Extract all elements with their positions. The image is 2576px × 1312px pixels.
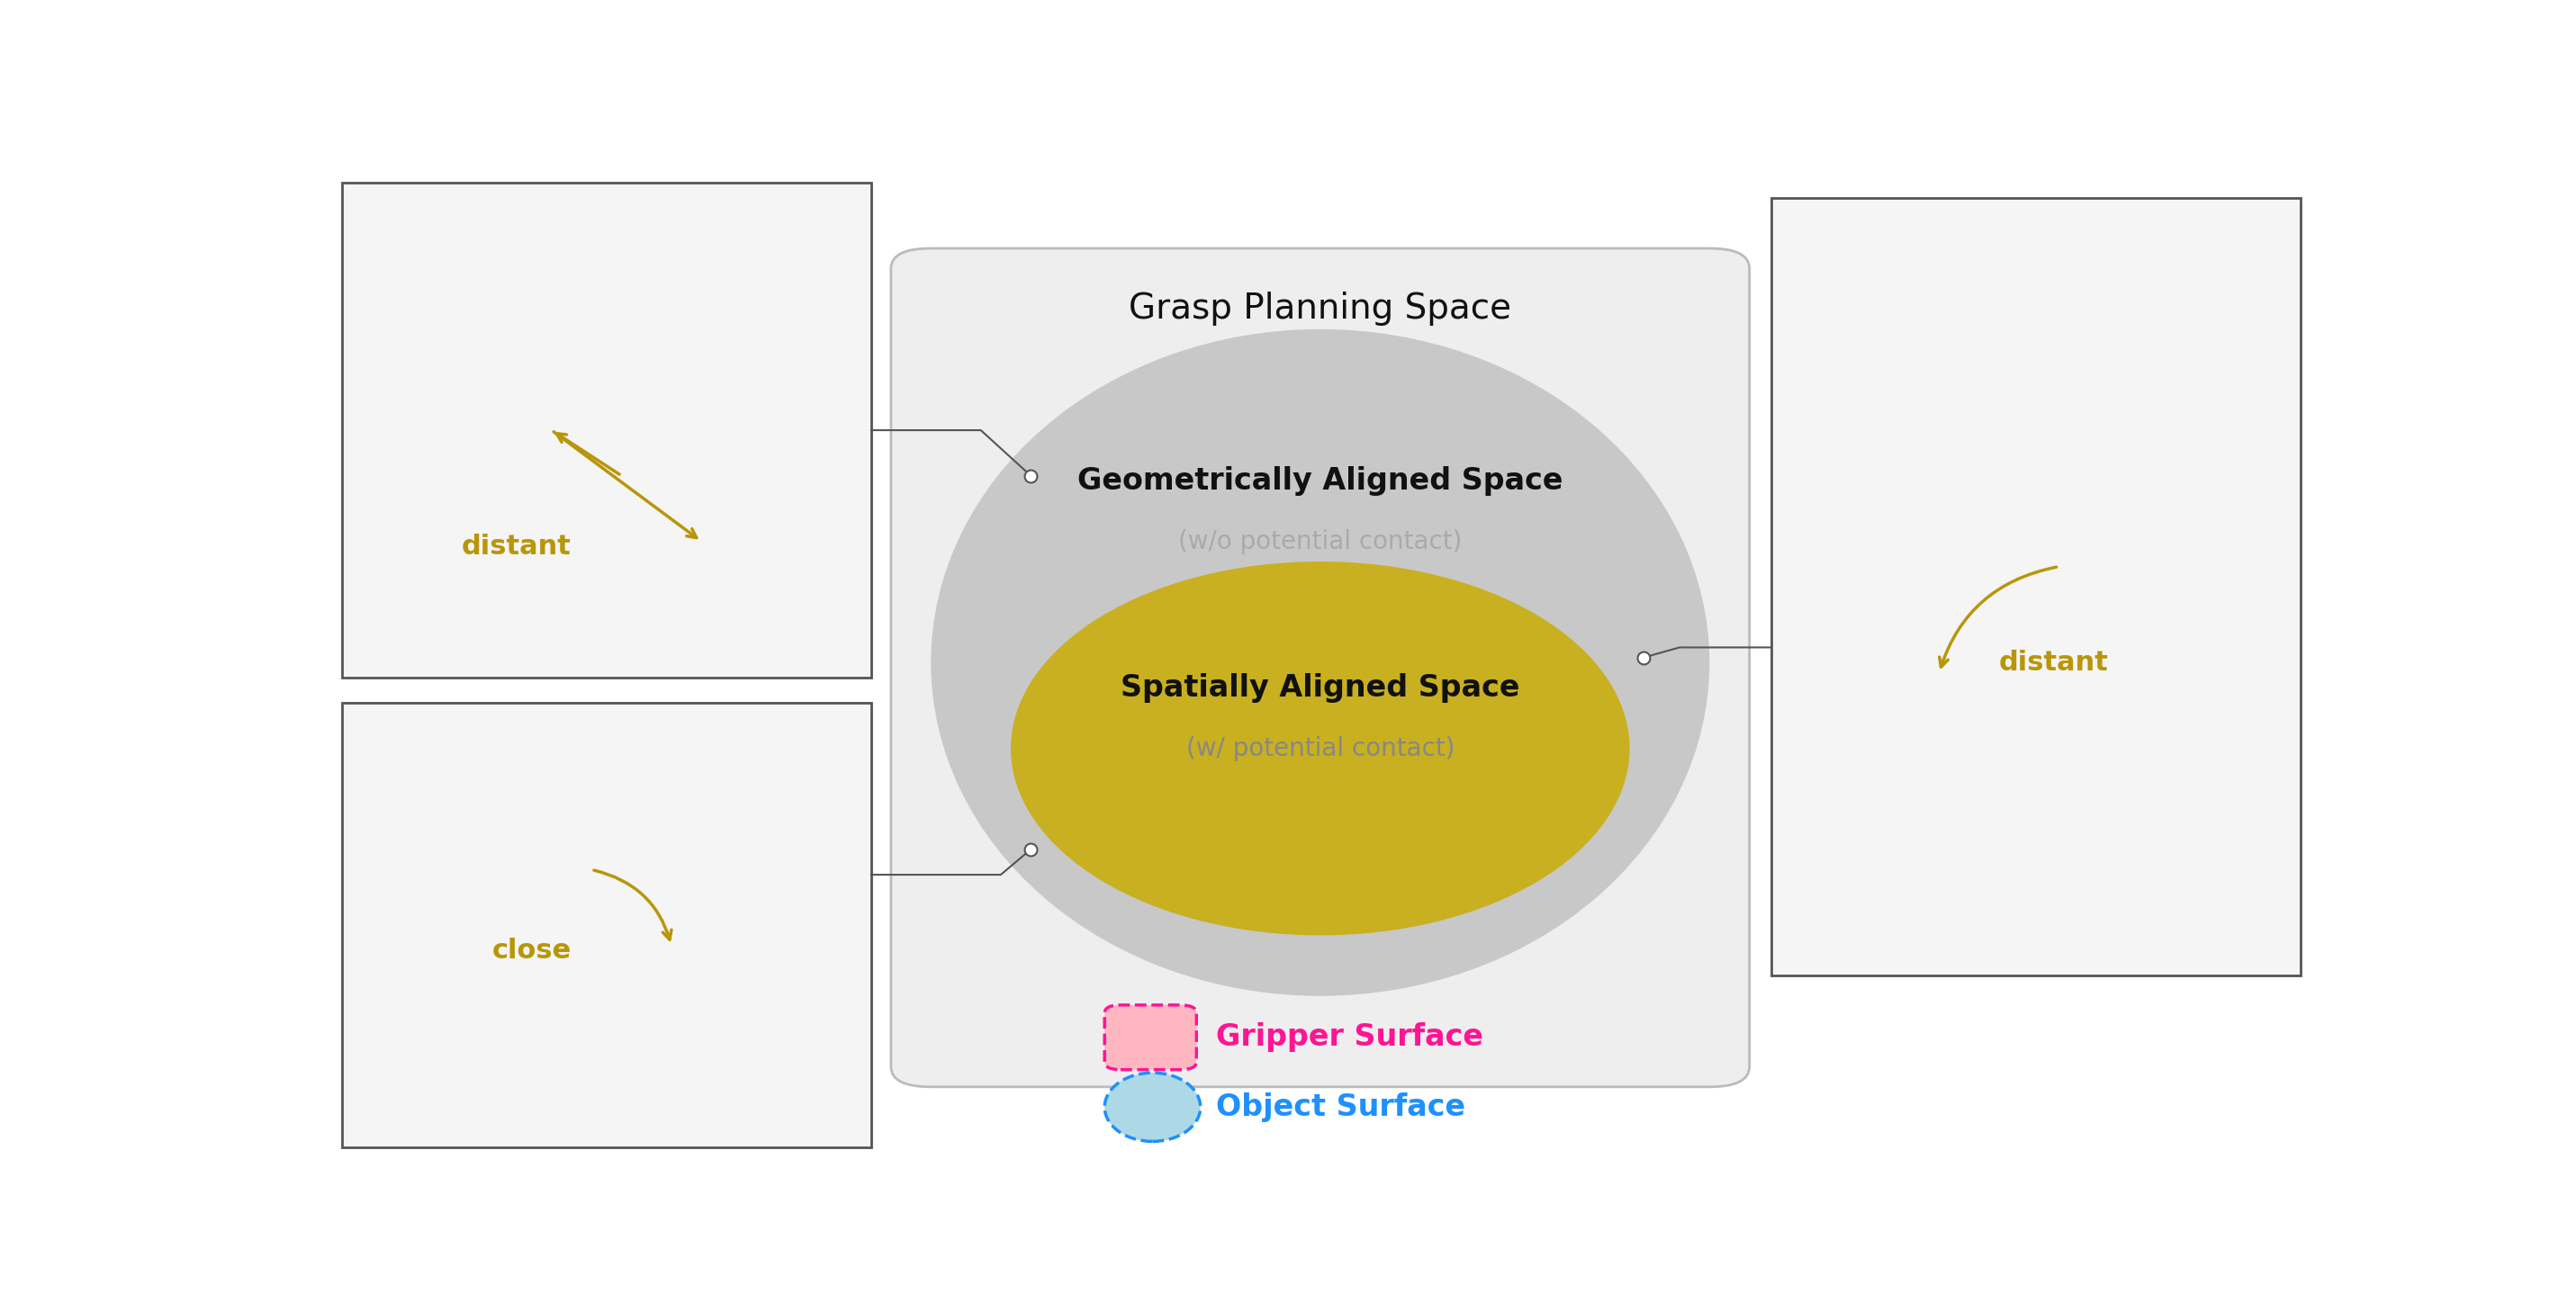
Text: Geometrically Aligned Space: Geometrically Aligned Space bbox=[1077, 466, 1564, 496]
FancyBboxPatch shape bbox=[891, 248, 1749, 1086]
Text: Gripper Surface: Gripper Surface bbox=[1216, 1022, 1484, 1052]
Bar bbox=[343, 182, 871, 678]
FancyBboxPatch shape bbox=[1105, 1005, 1195, 1069]
Text: distant: distant bbox=[1999, 649, 2110, 676]
Text: Grasp Planning Space: Grasp Planning Space bbox=[1128, 291, 1512, 327]
Text: distant: distant bbox=[461, 534, 572, 559]
Bar bbox=[343, 703, 871, 1148]
Ellipse shape bbox=[1010, 562, 1631, 935]
Text: Object Surface: Object Surface bbox=[1216, 1092, 1466, 1122]
Text: (w/o potential contact): (w/o potential contact) bbox=[1177, 529, 1463, 554]
Ellipse shape bbox=[1105, 1073, 1200, 1141]
Text: Spatially Aligned Space: Spatially Aligned Space bbox=[1121, 673, 1520, 703]
Ellipse shape bbox=[930, 329, 1710, 996]
Bar bbox=[1772, 198, 2300, 976]
Text: close: close bbox=[492, 938, 572, 963]
Text: (w/ potential contact): (w/ potential contact) bbox=[1185, 736, 1455, 761]
